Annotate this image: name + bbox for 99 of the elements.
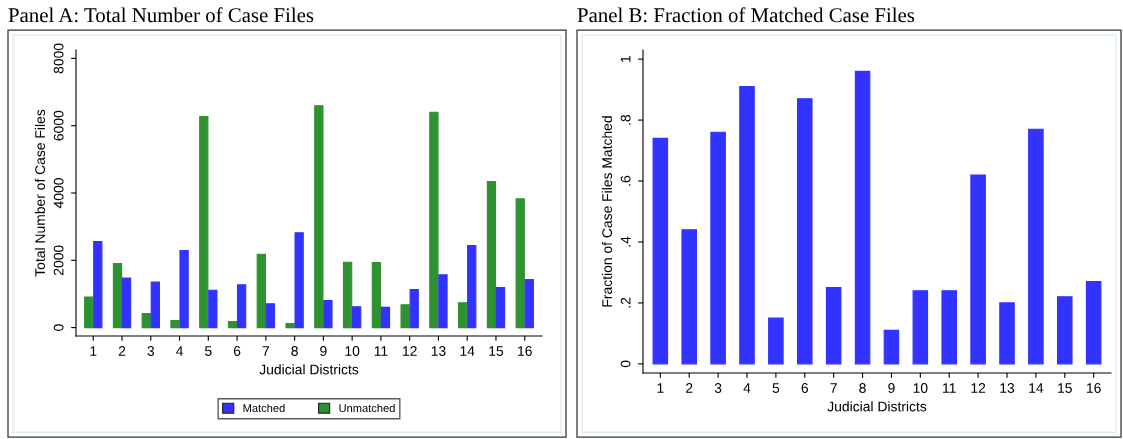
y-tick-label: 6000 — [53, 110, 64, 141]
x-tick-label: 1 — [90, 346, 97, 356]
x-tick-label: 9 — [888, 383, 895, 393]
bar — [141, 313, 151, 329]
bar — [1028, 128, 1044, 365]
bar — [150, 281, 160, 329]
bar — [486, 181, 497, 329]
bar — [112, 263, 123, 329]
bar — [495, 286, 506, 329]
bar — [1057, 296, 1073, 365]
bar — [400, 304, 410, 329]
y-tick-label: .6 — [620, 175, 631, 186]
bar — [170, 319, 180, 329]
x-tick-label: 8 — [291, 346, 298, 356]
bar — [458, 302, 468, 329]
x-tick-label: 14 — [460, 346, 475, 356]
y-tick-label: .4 — [620, 236, 631, 247]
bar — [825, 287, 842, 365]
x-axis-title: Judicial Districts — [259, 364, 359, 375]
bar — [467, 244, 477, 329]
bar — [681, 229, 697, 365]
x-tick-label: 12 — [971, 383, 986, 393]
y-tick-label: 0 — [620, 360, 631, 368]
bar — [199, 116, 209, 329]
bar — [710, 131, 726, 365]
y-tick-label: .2 — [620, 297, 631, 308]
bar — [93, 240, 103, 329]
legend-label: Matched — [243, 403, 285, 413]
bar — [342, 261, 353, 329]
x-tick-label: 2 — [686, 383, 693, 393]
bar — [227, 320, 238, 329]
x-axis-title: Judicial Districts — [827, 401, 927, 412]
x-tick-label: 3 — [714, 383, 722, 393]
bar — [352, 306, 362, 329]
x-tick-label: 6 — [801, 383, 809, 393]
x-tick-label: 12 — [403, 346, 417, 356]
y-axis-title: Total Number of Case Files — [34, 109, 46, 277]
y-tick-label: 0 — [53, 324, 64, 331]
bar — [912, 290, 929, 365]
bar — [409, 289, 419, 329]
x-tick-label: 11 — [374, 346, 388, 356]
x-tick-label: 13 — [431, 346, 446, 356]
bar — [970, 174, 986, 365]
x-tick-label: 3 — [147, 346, 155, 356]
bar — [768, 317, 784, 365]
y-tick-label: .8 — [620, 114, 631, 125]
x-tick-label: 8 — [859, 383, 866, 393]
bar — [314, 105, 324, 329]
bar — [285, 322, 295, 329]
x-tick-label: 4 — [743, 383, 751, 393]
x-tick-label: 2 — [118, 346, 126, 356]
x-tick-label: 5 — [205, 346, 212, 356]
bar — [380, 306, 391, 329]
bar — [429, 111, 439, 329]
y-tick-label: 4000 — [53, 178, 64, 209]
bar — [1085, 281, 1102, 365]
bar — [854, 70, 871, 365]
x-tick-label: 10 — [345, 346, 360, 356]
y-tick-label: 2000 — [53, 245, 64, 276]
bar — [739, 86, 755, 365]
chart-title: Panel A: Total Number of Case Files — [8, 7, 314, 23]
bar — [438, 274, 448, 329]
x-tick-label: 11 — [943, 383, 956, 393]
bar — [652, 137, 669, 365]
bar — [797, 98, 813, 365]
bar — [294, 232, 304, 329]
x-tick-label: 15 — [1058, 383, 1072, 393]
x-tick-label: 1 — [657, 383, 664, 393]
bar — [265, 303, 276, 329]
x-tick-label: 7 — [262, 346, 270, 356]
x-tick-label: 15 — [489, 346, 504, 356]
bar — [941, 290, 957, 365]
bar — [84, 296, 94, 329]
bar — [515, 198, 525, 329]
bar — [524, 278, 534, 329]
bar — [323, 300, 333, 329]
legend-label: Unmatched — [339, 403, 395, 413]
x-tick-label: 16 — [518, 346, 532, 356]
x-tick-label: 4 — [176, 346, 184, 356]
x-tick-label: 10 — [913, 383, 928, 393]
x-tick-label: 7 — [830, 383, 837, 393]
bar — [236, 284, 247, 329]
bar — [121, 277, 132, 329]
x-tick-label: 9 — [320, 346, 327, 356]
x-tick-label: 16 — [1087, 383, 1101, 393]
chart-title: Panel B: Fraction of Matched Case Files — [577, 7, 915, 23]
bar — [883, 329, 900, 365]
bar — [179, 249, 189, 329]
x-tick-label: 13 — [1000, 383, 1015, 393]
bar — [371, 262, 382, 329]
bar — [208, 289, 218, 329]
y-axis-title: Fraction of Case Files Matched — [601, 116, 613, 307]
y-tick-label: 1 — [620, 55, 631, 62]
bar — [256, 253, 266, 329]
x-tick-label: 6 — [233, 346, 241, 356]
y-tick-label: 8000 — [53, 43, 64, 74]
x-tick-label: 5 — [772, 383, 780, 393]
x-tick-label: 14 — [1029, 383, 1044, 393]
bar — [999, 302, 1015, 365]
